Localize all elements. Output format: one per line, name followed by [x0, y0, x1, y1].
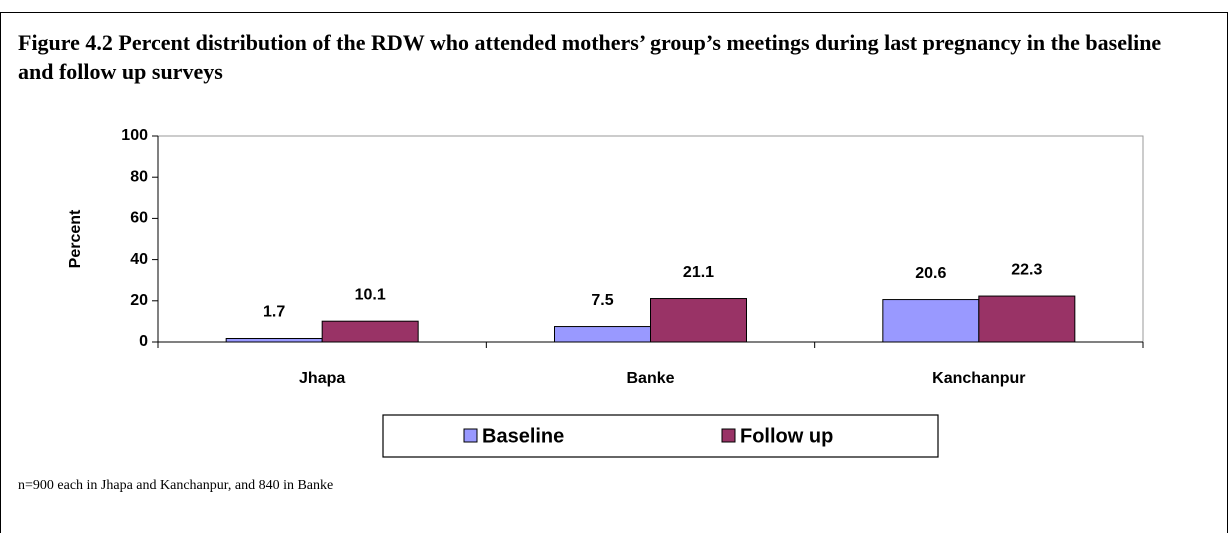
y-tick-label: 60 — [130, 210, 148, 227]
x-tick-label: Banke — [626, 370, 674, 387]
x-tick-label: Kanchanpur — [932, 370, 1025, 387]
bar — [554, 326, 651, 343]
bar — [650, 298, 747, 343]
data-label: 20.6 — [915, 265, 946, 282]
y-tick-label: 100 — [121, 127, 148, 144]
bar — [882, 299, 980, 343]
chart-title: Figure 4.2 Percent distribution of the R… — [18, 30, 1162, 84]
bar — [321, 320, 419, 343]
legend-label: Follow up — [740, 425, 833, 447]
bar — [225, 337, 323, 343]
y-axis-label: Percent — [67, 209, 84, 268]
legend-swatch — [463, 428, 478, 443]
x-tick-label: Jhapa — [299, 370, 345, 387]
legend-swatch — [721, 428, 736, 443]
y-tick-label: 20 — [130, 292, 148, 309]
y-tick-label: 0 — [139, 333, 148, 350]
data-label: 21.1 — [683, 264, 714, 281]
frame — [0, 12, 1228, 533]
note: n=900 each in Jhapa and Kanchanpur, and … — [18, 478, 334, 493]
y-tick-label: 80 — [130, 168, 148, 185]
data-label: 1.7 — [263, 304, 285, 321]
y-tick-label: 40 — [130, 251, 148, 268]
bar — [978, 295, 1076, 343]
data-label: 7.5 — [591, 292, 613, 309]
data-label: 10.1 — [355, 286, 386, 303]
legend-label: Baseline — [482, 425, 564, 447]
data-label: 22.3 — [1011, 261, 1042, 278]
